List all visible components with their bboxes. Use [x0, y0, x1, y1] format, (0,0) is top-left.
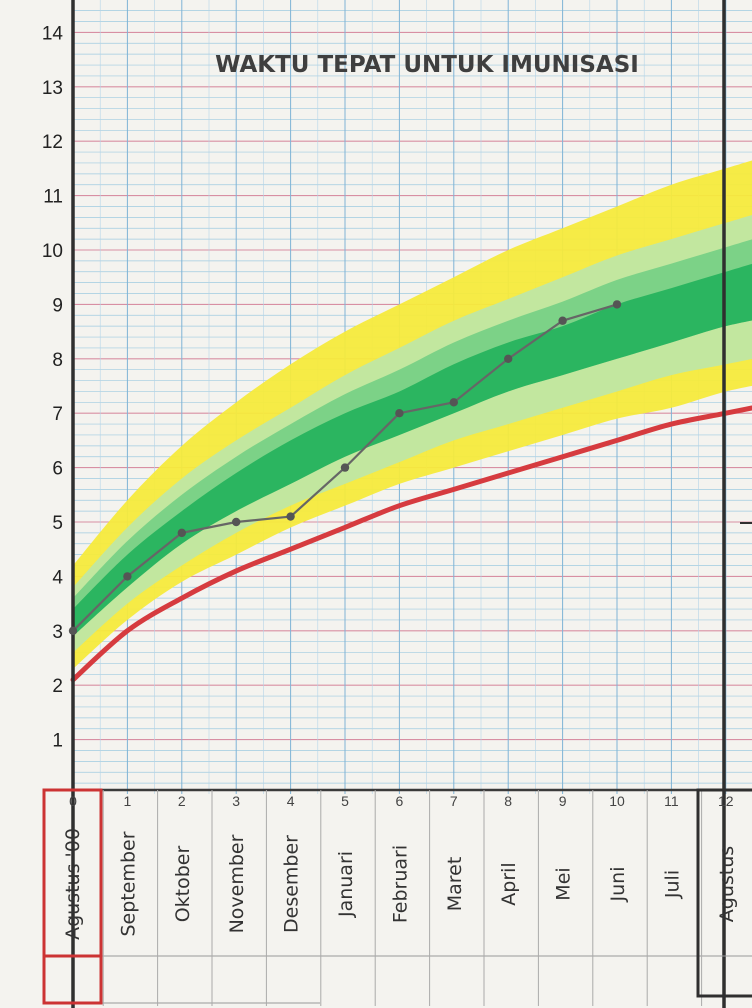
x-tick-label: 3 — [232, 793, 240, 809]
y-tick-label: 10 — [42, 241, 63, 262]
y-tick-label: 6 — [52, 459, 63, 480]
month-label: Juli — [661, 870, 683, 899]
month-label: Januari — [335, 851, 357, 918]
x-tick-label: 6 — [396, 793, 404, 809]
x-tick-label: 2 — [178, 793, 186, 809]
next-year-frame — [696, 788, 752, 998]
y-tick-label: 1 — [52, 731, 63, 752]
reference-bands — [73, 160, 752, 669]
y-tick-label: 5 — [52, 513, 63, 534]
x-tick-label: 9 — [559, 793, 567, 809]
month-label: Agustus '00 — [62, 828, 84, 940]
y-tick-label: 3 — [52, 622, 63, 643]
month-label: November — [226, 834, 248, 933]
x-tick-label: 7 — [450, 793, 458, 809]
month-label: Februari — [389, 845, 411, 923]
axes — [71, 0, 752, 1008]
y-tick-label: 12 — [42, 132, 63, 153]
y-tick-label: 11 — [43, 187, 63, 208]
x-tick-label: 4 — [287, 793, 295, 809]
y-tick-label: 4 — [52, 567, 63, 588]
x-tick-label: 1 — [124, 793, 132, 809]
x-tick-label: 12 — [718, 793, 734, 809]
y-tick-label: 8 — [52, 350, 63, 371]
month-label: Agustus — [716, 846, 738, 922]
month-label: Desember — [281, 835, 303, 933]
y-tick-label: 14 — [42, 23, 64, 44]
x-tick-label: 10 — [609, 793, 625, 809]
y-tick-label: 2 — [52, 676, 63, 697]
data-point — [286, 512, 295, 521]
x-tick-label: 5 — [341, 793, 349, 809]
chart-title: WAKTU TEPAT UNTUK IMUNISASI — [215, 52, 639, 78]
month-label: Maret — [444, 857, 466, 912]
month-labels: Agustus '00 September Oktober November Desem… — [62, 828, 738, 940]
y-tick-label: 13 — [42, 78, 63, 99]
data-point — [340, 463, 350, 472]
data-point — [395, 409, 404, 418]
month-label: September — [117, 831, 139, 936]
data-point — [558, 316, 567, 325]
y-tick-label: 9 — [52, 295, 63, 316]
data-point — [177, 528, 186, 538]
data-point — [68, 626, 78, 635]
data-point — [123, 572, 132, 581]
data-point — [232, 517, 241, 527]
current-month-frame — [42, 788, 103, 1005]
data-point — [449, 398, 458, 407]
y-tick-label: 7 — [52, 404, 63, 425]
x-tick-label: 0 — [69, 793, 77, 809]
month-label: Oktober — [172, 846, 194, 923]
red-curve — [70, 405, 752, 683]
data-point — [504, 354, 513, 363]
red-reference-curve — [70, 405, 752, 683]
green-band — [73, 263, 752, 637]
month-label: April — [498, 862, 520, 905]
x-tick-label: 11 — [664, 793, 679, 809]
weight-series — [68, 300, 622, 635]
x-tick-label: 8 — [504, 793, 512, 809]
month-label: Juni — [607, 867, 629, 903]
x-tick-labels: 0 1 2 3 4 5 6 7 8 9 10 11 12 — [42, 788, 752, 1006]
data-point — [612, 300, 622, 309]
month-label: Mei — [553, 867, 575, 900]
